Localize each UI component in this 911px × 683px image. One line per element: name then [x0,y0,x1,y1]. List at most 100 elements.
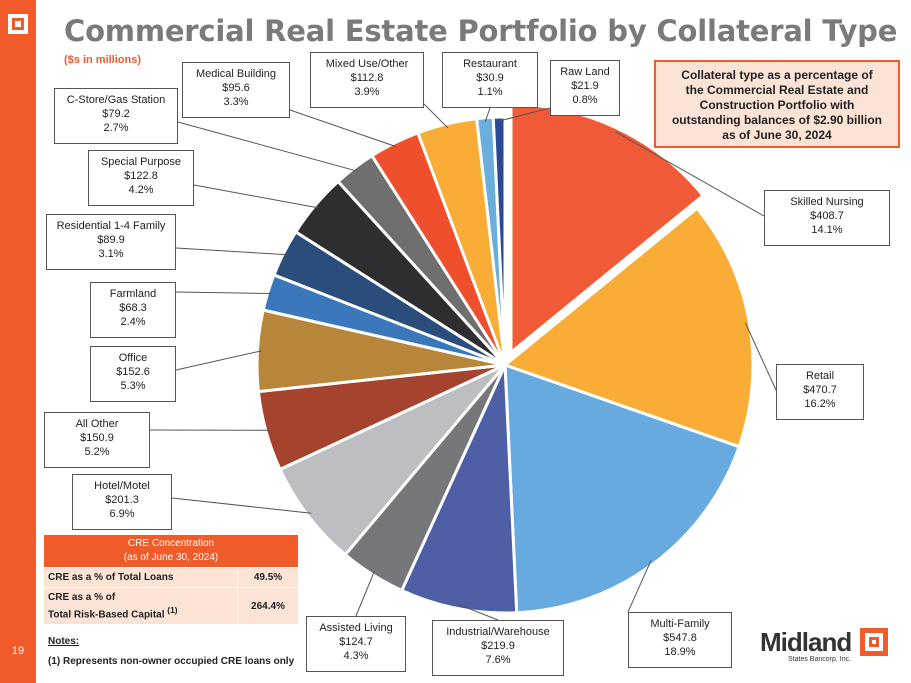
slice-label-industrial-warehouse: Industrial/Warehouse $219.9 7.6% [432,620,564,676]
slice-label-percent: 4.3% [343,650,369,662]
slice-label-percent: 2.4% [120,316,146,328]
leader-line [171,497,312,514]
cre-row-value: 264.4% [237,588,298,625]
callout-line: the Commercial Real Estate and [685,83,869,97]
slice-label-amount: $68.3 [119,302,147,314]
slice-label-name: C-Store/Gas Station [66,94,166,106]
slice-label-skilled-nursing: Skilled Nursing $408.7 14.1% [764,190,890,246]
leader-line [355,570,375,617]
slice-label-amount: $470.7 [803,384,837,396]
slice-label-percent: 16.2% [804,398,836,410]
slice-label-amount: $122.8 [124,170,158,182]
slice-label-amount: $79.2 [102,108,130,120]
cre-table-title: CRE Concentration [127,538,215,549]
leader-line [175,350,262,371]
slice-label-multi-family: Multi-Family $547.8 18.9% [628,612,732,668]
slice-label-amount: $30.9 [476,72,504,84]
sidebar-accent-bar: 19 [0,0,36,683]
slice-label-percent: 0.8% [572,94,598,106]
leader-line [177,121,358,172]
slice-label-percent: 18.9% [664,646,696,658]
pie-slice-industrial-warehouse [399,364,519,615]
slice-label-name: Raw Land [560,66,610,78]
slice-label-amount: $408.7 [810,210,844,222]
slice-label-name: Retail [805,370,835,382]
slice-label-residential-1-4-family: Residential 1-4 Family $89.9 3.1% [46,214,176,270]
slice-label-c-store-gas-station: C-Store/Gas Station $79.2 2.7% [54,88,178,144]
slice-label-amount: $89.9 [97,234,125,246]
slice-label-percent: 1.1% [477,86,503,98]
leader-line [289,109,397,148]
page-title: Commercial Real Estate Portfolio by Coll… [64,14,898,48]
slice-label-percent: 4.2% [128,184,154,196]
slice-label-percent: 6.9% [109,508,135,520]
slice-label-hotel-motel: Hotel/Motel $201.3 6.9% [72,474,172,530]
pie-slice-multi-family [503,362,742,615]
slice-label-percent: 14.1% [811,224,843,236]
slice-label-special-purpose: Special Purpose $122.8 4.2% [88,150,194,206]
cre-row-label: CRE as a % of Total Loans [48,572,174,583]
slice-label-percent: 5.2% [84,446,110,458]
page-number: 19 [11,645,25,657]
leader-line [744,322,777,391]
slice-label-restaurant: Restaurant $30.9 1.1% [442,52,538,108]
slice-label-name: Assisted Living [319,622,393,634]
slice-label-name: Office [118,352,148,364]
slice-label-percent: 3.1% [98,248,124,260]
slice-label-amount: $152.6 [116,366,150,378]
table-row: CRE as a % of Total Loans 49.5% [44,567,298,587]
slice-label-all-other: All Other $150.9 5.2% [44,412,150,468]
slice-label-percent: 3.3% [223,96,249,108]
cre-concentration-table: CRE Concentration (as of June 30, 2024) … [44,535,298,625]
brand-name: Midland [760,627,852,657]
leader-line [499,107,551,122]
slice-label-amount: $150.9 [80,432,114,444]
slice-label-name: Farmland [109,288,157,300]
slice-label-amount: $547.8 [663,632,697,644]
slice-label-amount: $124.7 [339,636,373,648]
slice-label-percent: 5.3% [120,380,146,392]
pie-slice-retail [501,206,755,449]
midland-square-logo-icon [860,628,888,656]
cre-table-header: CRE Concentration (as of June 30, 2024) [44,535,298,567]
cre-row-label: CRE as a % of Total Risk-Based Capital (… [44,588,237,624]
cre-row-label-line: Total Risk-Based Capital (1) [48,604,233,621]
slice-label-mixed-use-other: Mixed Use/Other $112.8 3.9% [310,52,424,108]
footnote-marker: (1) [167,605,178,615]
cre-row-label-text: Total Risk-Based Capital [48,609,165,621]
leader-line [175,247,288,256]
slice-label-amount: $95.6 [222,82,250,94]
portfolio-callout-box: Collateral type as a percentage of the C… [654,60,900,148]
slice-label-name: Industrial/Warehouse [446,626,550,638]
cre-row-value: 49.5% [237,568,298,587]
slice-label-percent: 2.7% [103,122,129,134]
slice-label-amount: $201.3 [105,494,139,506]
slice-label-medical-building: Medical Building $95.6 3.3% [182,62,290,118]
leader-line [627,560,652,613]
leader-line [193,184,319,209]
callout-line: Construction Portfolio with [699,98,855,112]
pie-slice-raw-land [491,115,507,366]
leader-line [423,103,449,129]
slice-label-name: All Other [75,418,119,430]
leader-line [175,291,272,294]
slice-label-retail: Retail $470.7 16.2% [776,364,864,420]
leader-line [484,107,491,122]
slice-label-name: Skilled Nursing [790,196,864,208]
slice-label-amount: $219.9 [481,640,515,652]
slice-label-amount: $21.9 [571,80,599,92]
slice-label-name: Hotel/Motel [94,480,150,492]
slice-label-farmland: Farmland $68.3 2.4% [90,282,176,338]
notes-title: Notes: [48,636,80,647]
cre-row-label-line: CRE as a % of [48,592,116,603]
callout-line: outstanding balances of $2.90 billion [671,113,883,127]
slice-label-name: Multi-Family [650,618,710,630]
slice-label-raw-land: Raw Land $21.9 0.8% [550,60,620,116]
slice-label-name: Special Purpose [100,156,182,168]
slice-label-assisted-living: Assisted Living $124.7 4.3% [306,616,406,672]
slice-label-percent: 7.6% [485,654,511,666]
units-subtitle: ($s in millions) [64,54,142,66]
callout-line: as of June 30, 2024 [722,128,832,142]
slice-label-percent: 3.9% [354,86,380,98]
